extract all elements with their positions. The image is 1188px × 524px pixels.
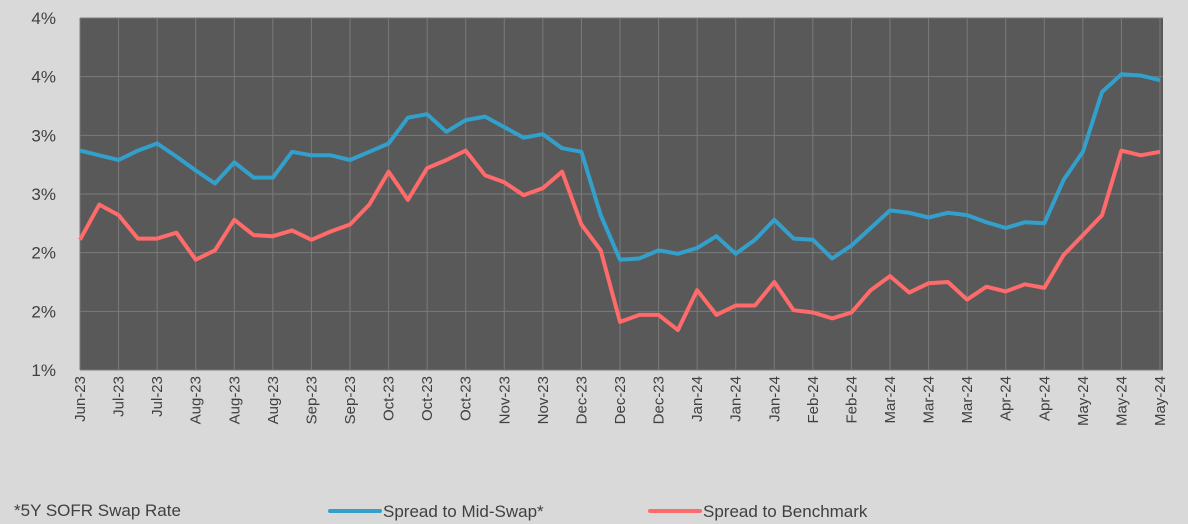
x-tick-label: Nov-23: [496, 376, 513, 424]
legend-item: Spread to Mid-Swap*: [328, 502, 544, 521]
x-tick-label: Apr-24: [998, 376, 1015, 421]
x-tick-label: Sep-23: [303, 376, 320, 424]
x-tick-label: Dec-23: [651, 376, 668, 424]
legend-item: Spread to Benchmark: [648, 502, 868, 521]
x-tick-label: Mar-24: [882, 376, 899, 424]
x-tick-label: Dec-23: [573, 376, 590, 424]
y-tick-label: 3%: [31, 126, 56, 145]
x-tick-label: Aug-23: [226, 376, 243, 424]
x-tick-label: Feb-24: [843, 376, 860, 424]
x-tick-label: Feb-24: [805, 376, 822, 424]
x-tick-label: May-24: [1113, 376, 1130, 426]
x-tick-label: Jul-23: [111, 376, 128, 417]
legend-label: Spread to Benchmark: [703, 502, 868, 521]
x-tick-label: Jul-23: [149, 376, 166, 417]
x-tick-label: Oct-23: [381, 376, 398, 421]
x-tick-label: Oct-23: [419, 376, 436, 421]
x-tick-label: May-24: [1075, 376, 1092, 426]
x-tick-label: Aug-23: [188, 376, 205, 424]
footnote: *5Y SOFR Swap Rate: [14, 501, 181, 520]
x-tick-label: May-24: [1152, 376, 1169, 426]
legend-label: Spread to Mid-Swap*: [383, 502, 544, 521]
x-tick-label: Oct-23: [458, 376, 475, 421]
y-tick-label: 4%: [31, 68, 56, 87]
x-tick-label: Jun-23: [72, 376, 89, 422]
x-tick-label: Jan-24: [689, 376, 706, 422]
x-tick-label: Jan-24: [766, 376, 783, 422]
x-tick-label: Mar-24: [921, 376, 938, 424]
series-line: [78, 148, 1161, 333]
x-tick-label: Nov-23: [535, 376, 552, 424]
x-tick-label: Sep-23: [342, 376, 359, 424]
x-tick-label: Apr-24: [1036, 376, 1053, 421]
y-tick-label: 3%: [31, 185, 56, 204]
y-tick-label: 4%: [31, 9, 56, 28]
y-tick-label: 2%: [31, 244, 56, 263]
y-tick-label: 2%: [31, 302, 56, 321]
y-tick-label: 1%: [31, 361, 56, 380]
x-tick-label: Mar-24: [959, 376, 976, 424]
series-line: [79, 72, 1161, 262]
x-tick-label: Aug-23: [265, 376, 282, 424]
x-tick-label: Jan-24: [728, 376, 745, 422]
x-tick-label: Dec-23: [612, 376, 629, 424]
